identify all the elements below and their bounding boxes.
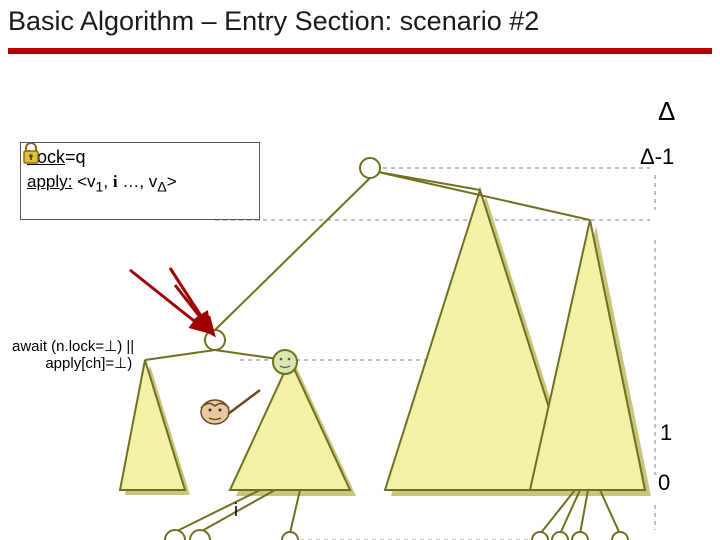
node-bl-2: [190, 530, 210, 540]
apply-comma: ,: [103, 172, 112, 191]
face-eye-l: [280, 358, 283, 361]
edge-left-small: [145, 350, 215, 360]
node-br-2: [552, 532, 568, 540]
title-rule: [8, 48, 712, 54]
lock-eq: =q: [65, 147, 86, 167]
apply-close: >: [167, 172, 177, 191]
apply-rest: …, v: [118, 172, 158, 191]
state-box: Lock=q apply: <v1, i …, vΔ>: [20, 142, 260, 220]
edge-leaf-1: [175, 490, 260, 532]
label-i: i: [234, 500, 238, 521]
node-bl-1: [165, 530, 185, 540]
label-1: 1: [660, 420, 672, 446]
node-bl-3: [282, 532, 298, 540]
apply-subD: Δ: [157, 179, 166, 195]
slide-title: Basic Algorithm – Entry Section: scenari…: [8, 6, 539, 37]
node-br-1: [532, 532, 548, 540]
lock-icon: [21, 143, 41, 165]
label-delta-1: Δ-1: [640, 144, 674, 170]
diagram-svg: [0, 60, 720, 540]
edge-leaf-3: [290, 490, 300, 533]
lock-row: Lock=q: [27, 147, 253, 168]
node-root: [360, 158, 380, 178]
big-tri-2: [530, 220, 645, 490]
await-text: await (n.lock=⊥) || apply[ch]=⊥): [12, 338, 134, 373]
await-l1: await (n.lock=⊥) ||: [12, 338, 134, 355]
node-br-3: [572, 532, 588, 540]
node-green: [273, 350, 297, 374]
label-delta: Δ: [658, 96, 675, 127]
label-0: 0: [658, 470, 670, 496]
apply-v1: <v: [72, 172, 95, 191]
person-icon: [201, 390, 260, 424]
node-br-4: [612, 532, 628, 540]
node-left: [205, 330, 225, 350]
mid-tri: [230, 360, 350, 490]
face-eye-r: [288, 358, 291, 361]
arrow-1: [130, 270, 208, 332]
edge-rleaf-3: [580, 490, 588, 534]
await-l2: apply[ch]=⊥): [12, 355, 134, 372]
apply-label: apply:: [27, 172, 72, 191]
apply-row: apply: <v1, i …, vΔ>: [27, 172, 253, 195]
edge-rleaf-4: [600, 490, 620, 534]
